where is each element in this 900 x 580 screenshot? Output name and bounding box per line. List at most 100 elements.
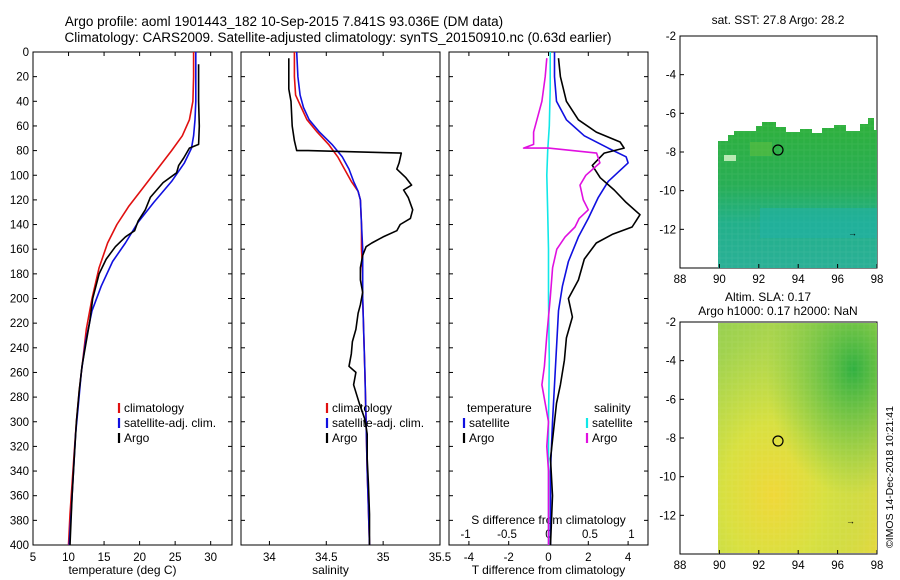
figure-title-line1: Argo profile: aoml 1901443_182 10-Sep-20… xyxy=(65,14,503,29)
sla-map-lon-tick-label: 90 xyxy=(713,560,726,572)
temperature-frame xyxy=(32,51,233,546)
sdiff-legend-title: salinity xyxy=(594,401,631,415)
sla-argo-marker xyxy=(772,435,784,447)
temperature-series-argo xyxy=(69,64,201,546)
salinity-xtick-label: 34 xyxy=(263,552,276,564)
temperature-xtick-label: 15 xyxy=(98,552,111,564)
difference-xtick-label: -2 xyxy=(504,552,514,564)
salinity-legend-label: Argo xyxy=(332,431,358,445)
depth-tick-label: 400 xyxy=(10,540,29,552)
tdiff-legend-label: Argo xyxy=(469,431,495,445)
depth-tick-label: 20 xyxy=(16,72,29,84)
salinity-xtick-label: 34.5 xyxy=(315,552,337,564)
depth-tick-label: 320 xyxy=(10,441,29,453)
temperature-xtick-label: 5 xyxy=(30,552,36,564)
sst-arrow-glyph: → xyxy=(848,228,857,238)
sla-map-lon-tick-label: 98 xyxy=(871,560,884,572)
depth-tick-label: 380 xyxy=(10,515,29,527)
temperature-xtick-label: 30 xyxy=(204,552,217,564)
sst-field-pixels xyxy=(718,118,877,268)
sla-map-lat-tick-label: -4 xyxy=(666,356,677,368)
sla-map-title-line2: Argo h1000: 0.17 h2000: NaN xyxy=(698,304,857,318)
salinity-xlabel: salinity xyxy=(312,563,349,577)
difference-xlabel: T difference from climatology xyxy=(472,563,626,577)
difference-xtick-label: 0 xyxy=(545,552,551,564)
sst-map-axes: 88 90 92 94 96 98 -2 -4 -6 -8 -10 -12 xyxy=(659,31,883,286)
temperature-xtick-label: 20 xyxy=(133,552,146,564)
tdiff-legend-label: satellite xyxy=(469,416,510,430)
sla-map-lon-tick-label: 92 xyxy=(752,560,765,572)
salinity-frame xyxy=(240,51,441,546)
sst-map-lon-tick-label: 92 xyxy=(752,274,765,286)
sst-map-lat-tick-label: -2 xyxy=(666,31,676,43)
depth-tick-label: 160 xyxy=(10,244,29,256)
sst-warm-patch xyxy=(750,142,772,156)
depth-tick-label: 200 xyxy=(10,294,29,306)
sst-map-lon-tick-label: 94 xyxy=(792,274,805,286)
depth-tick-label: 260 xyxy=(10,367,29,379)
salinity-series-satellite-adj-clim- xyxy=(295,51,371,546)
sst-map-lon-tick-label: 88 xyxy=(674,274,687,286)
sdiff-legend-label: satellite xyxy=(592,416,633,430)
sst-map-lat-tick-label: -4 xyxy=(666,70,677,82)
depth-tick-label: 340 xyxy=(10,466,29,478)
sst-map-title: sat. SST: 27.8 Argo: 28.2 xyxy=(712,13,845,27)
sla-map: Altim. SLA: 0.17 Argo h1000: 0.17 h2000:… xyxy=(659,290,883,572)
depth-tick-label: 220 xyxy=(10,318,29,330)
sst-map: sat. SST: 27.8 Argo: 28.2 → 88 90 92 94 96 98… xyxy=(659,13,883,286)
imos-watermark: ©IMOS 14-Dec-2018 10:21:41 xyxy=(884,406,896,548)
sst-map-lat-tick-label: -6 xyxy=(666,108,676,120)
temperature-legend-label: climatology xyxy=(124,401,184,415)
sla-arrow-glyph: → xyxy=(846,516,855,526)
sla-map-axes: 88 90 92 94 96 98 -2 -4 -6 -8 -10 -12 xyxy=(659,317,883,572)
difference-series-s-argo xyxy=(522,58,601,545)
depth-tick-label: 0 xyxy=(23,47,29,59)
sdiff-tick-label: -0.5 xyxy=(497,529,517,541)
sla-map-lon-tick-label: 88 xyxy=(674,560,687,572)
sst-map-lon-tick-label: 90 xyxy=(713,274,726,286)
sla-map-lon-tick-label: 96 xyxy=(831,560,844,572)
sst-argo-marker xyxy=(772,144,784,156)
sla-map-title-line1: Altim. SLA: 0.17 xyxy=(725,290,811,304)
depth-tick-label: 180 xyxy=(10,269,29,281)
temperature-xtick-label: 25 xyxy=(169,552,182,564)
sst-cool-band xyxy=(760,208,877,238)
sla-map-lat-tick-label: -2 xyxy=(666,317,676,329)
depth-tick-label: 240 xyxy=(10,343,29,355)
depth-tick-label: 100 xyxy=(10,170,29,182)
difference-xtick-label: 2 xyxy=(585,552,591,564)
temperature-xlabel: temperature (deg C) xyxy=(68,563,176,577)
difference-xtick-label: -4 xyxy=(464,552,475,564)
temperature-xtick-label: 10 xyxy=(62,552,75,564)
depth-tick-label: 120 xyxy=(10,195,29,207)
depth-tick-label: 40 xyxy=(16,96,29,108)
depth-tick-label: 80 xyxy=(16,146,29,158)
depth-tick-label: 60 xyxy=(16,121,29,133)
difference-profile-panel: -4 -2 0 2 4T difference from climatology -1 -0… xyxy=(448,51,649,577)
difference-series-t-argo xyxy=(549,58,641,546)
temperature-legend-label: Argo xyxy=(124,431,150,445)
figure-title-line2: Climatology: CARS2009. Satellite-adjuste… xyxy=(64,30,611,45)
sst-map-lat-tick-label: -12 xyxy=(659,224,676,236)
salinity-profile-panel: 34 34.5 35 35.5 salinity climatologysatellite… xyxy=(240,51,451,577)
temperature-profile-panel: 0 20 40 60 80 100 120 140 160 180 200 220 240 260 280 3… xyxy=(10,47,233,577)
salinity-xtick-label: 35.5 xyxy=(429,552,451,564)
temperature-series-satellite-adj-clim- xyxy=(68,52,197,546)
sla-map-lat-tick-label: -12 xyxy=(659,510,676,522)
sla-map-lon-tick-label: 94 xyxy=(792,560,805,572)
salinity-series-climatology xyxy=(293,52,371,546)
depth-tick-label: 280 xyxy=(10,392,29,404)
sdiff-tick-label: 0.5 xyxy=(582,529,598,541)
salinity-legend-label: climatology xyxy=(332,401,392,415)
tdiff-legend-title: temperature xyxy=(467,401,532,415)
sst-map-lon-tick-label: 98 xyxy=(871,274,884,286)
difference-xtick-label: 4 xyxy=(625,552,632,564)
depth-tick-label: 300 xyxy=(10,417,29,429)
sdiff-tick-label: -1 xyxy=(460,529,470,541)
salinity-legend-label: satellite-adj. clim. xyxy=(332,416,424,430)
sla-field-pixels xyxy=(718,323,877,553)
sla-map-lat-tick-label: -10 xyxy=(659,472,676,484)
sla-map-lat-tick-label: -8 xyxy=(666,433,676,445)
temperature-series-climatology xyxy=(67,52,195,546)
